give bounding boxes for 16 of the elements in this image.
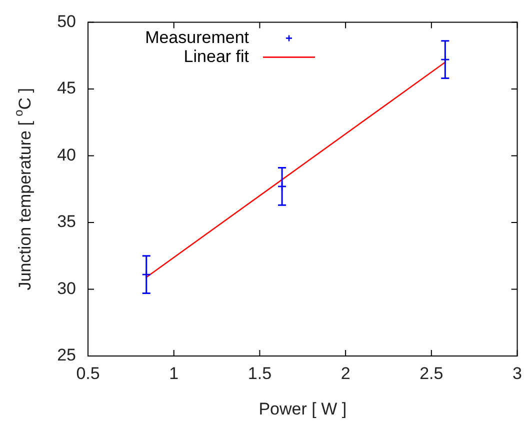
x-tick-label: 0.5 — [76, 364, 100, 383]
y-tick-label: 40 — [57, 145, 76, 164]
y-tick-label: 25 — [57, 346, 76, 365]
legend-label: Linear fit — [184, 46, 250, 66]
y-tick-label: 35 — [57, 212, 76, 232]
y-axis-title: Junction temperature [ oC ] — [11, 88, 35, 290]
x-tick-label: 3 — [512, 364, 522, 383]
y-tick-label: 45 — [57, 78, 76, 98]
x-tick-label: 1 — [169, 364, 179, 383]
legend-label: Measurement — [145, 28, 250, 47]
x-tick-label: 2 — [340, 364, 350, 383]
y-tick-label: 50 — [57, 12, 76, 31]
y-tick-label: 30 — [57, 278, 76, 298]
x-tick-label: 1.5 — [248, 364, 272, 383]
x-tick-label: 2.5 — [420, 364, 444, 383]
x-axis-title: Power [ W ] — [258, 400, 347, 419]
